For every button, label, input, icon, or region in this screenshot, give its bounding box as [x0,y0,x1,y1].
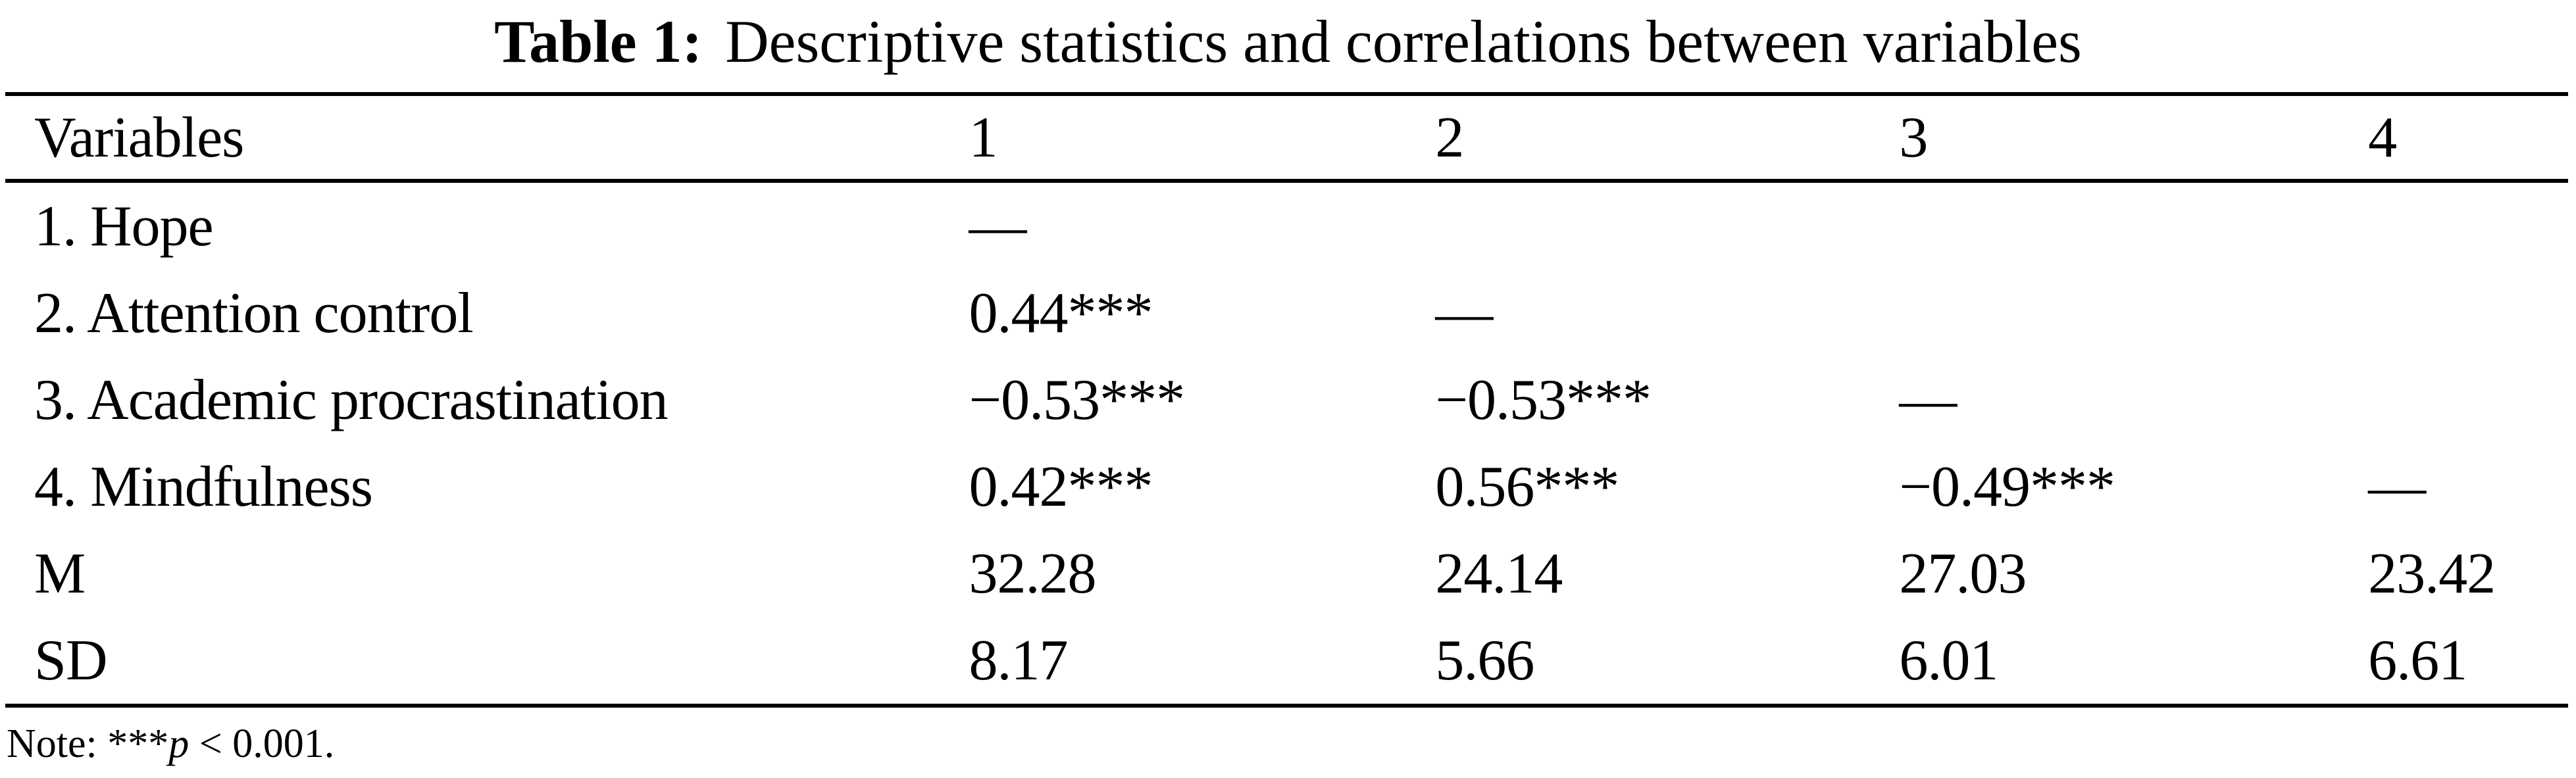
table-note-p-symbol: p [168,721,189,766]
row-label: M [34,541,86,606]
table-note: Note: ***p < 0.001. [7,721,334,767]
row-label: 4. Mindfulness [34,454,373,519]
row-label: 3. Academic procrastination [34,368,669,432]
cell [1435,181,1899,270]
cell: 27.03 [1899,541,2027,606]
cell: 0.44*** [969,281,1153,345]
table-note-prefix: Note: *** [7,721,169,766]
table-row-sd: SD 8.17 5.66 6.01 6.61 [5,617,2568,704]
cell: 24.14 [1435,541,1563,606]
cell [2368,356,2568,443]
cell: — [1899,368,1957,432]
table-row-mindfulness: 4. Mindfulness 0.42*** 0.56*** −0.49*** … [5,443,2568,530]
cell: — [969,194,1027,258]
cell: −0.49*** [1899,454,2115,519]
cell: 5.66 [1435,628,1534,693]
table-row-attention-control: 2. Attention control 0.44*** — [5,270,2568,356]
table-caption: Table 1: Descriptive statistics and corre… [0,5,2576,78]
cell [1899,270,2368,356]
table-row-mean: M 32.28 24.14 27.03 23.42 [5,530,2568,617]
cell: — [1435,281,1493,345]
cell: 6.61 [2368,628,2467,693]
table-caption-label: Table 1: [494,8,703,75]
table-row-academic-procrastination: 3. Academic procrastination −0.53*** −0.… [5,356,2568,443]
cell: 23.42 [2368,541,2496,606]
header-row: Variables 1 2 3 4 [5,96,2568,183]
column-header-4: 4 [2368,96,2568,183]
cell: 0.42*** [969,454,1153,519]
table-note-threshold: < 0.001. [189,721,335,766]
cell: 0.56*** [1435,454,1619,519]
cell: 32.28 [969,541,1097,606]
row-label: 1. Hope [34,194,214,258]
row-label: SD [34,628,107,693]
column-header-2: 2 [1435,96,1900,183]
cell [2368,270,2568,356]
column-header-1: 1 [969,96,1436,183]
row-label: 2. Attention control [34,281,474,345]
cell [2368,181,2568,270]
cell [1899,181,2368,270]
cell: −0.53*** [1435,368,1652,432]
cell: — [2368,454,2426,519]
statistics-table: Variables 1 2 3 4 1. Hope — 2. Attention… [5,96,2568,704]
table-row-hope: 1. Hope — [5,181,2568,270]
cell: 6.01 [1899,628,1998,693]
table-caption-text: Descriptive statistics and correlations … [725,8,2082,75]
column-header-3: 3 [1899,96,2369,183]
cell: −0.53*** [969,368,1186,432]
statistics-table-container: Variables 1 2 3 4 1. Hope — 2. Attention… [5,92,2568,708]
cell: 8.17 [969,628,1069,693]
column-header-variables: Variables [5,96,969,183]
